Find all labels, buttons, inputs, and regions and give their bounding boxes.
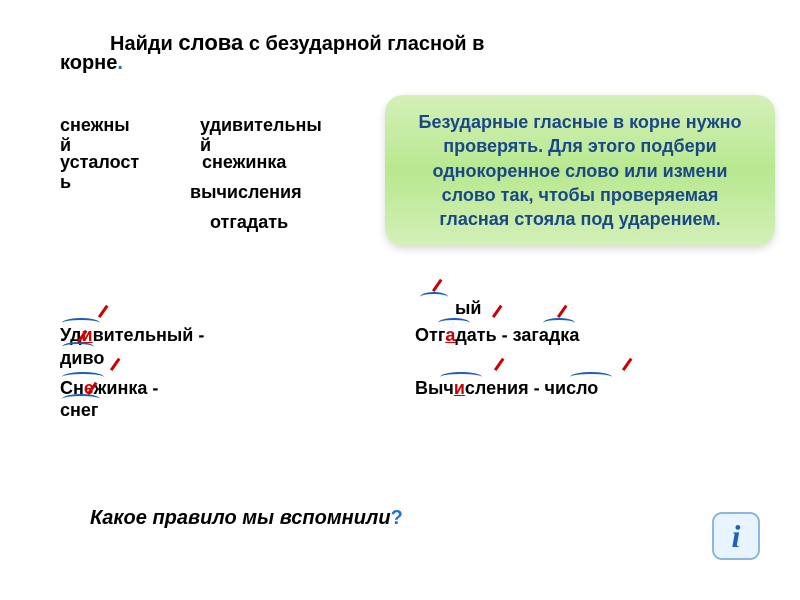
arc-icon [62, 372, 104, 382]
question-body: Какое правило мы вспомнили [90, 507, 391, 529]
stress-mark-icon [110, 358, 120, 371]
arc-icon [543, 318, 575, 328]
stress-mark-icon [622, 358, 632, 371]
title-slova: слова [178, 30, 243, 55]
question-mark: ? [391, 507, 403, 529]
word-udivitelny: удивительны [200, 115, 322, 136]
arc-icon [570, 372, 612, 382]
ans3-pre: Отг [415, 325, 445, 345]
arc-icon [62, 394, 100, 404]
ans1-post: вительный - [93, 325, 205, 345]
title-korne: корне [60, 52, 117, 74]
arc-icon [438, 318, 470, 328]
title-part2: с безударной гласной в [243, 33, 484, 55]
rule-text: Безударные гласные в корне нужно проверя… [405, 110, 755, 231]
word-ustalost: усталост [60, 152, 139, 173]
arc-icon [62, 318, 100, 328]
word-snezhinka: снежинка [202, 152, 286, 173]
word-snezhny: снежны [60, 115, 130, 136]
arc-icon [62, 342, 94, 352]
arc-icon [420, 292, 448, 302]
slide-title: Найди слова с безударной гласной в [110, 30, 484, 56]
question-text: Какое правило мы вспомнили? [90, 507, 403, 530]
word-otgadat: отгадать [210, 212, 288, 233]
ans3-post: дать - загадка [455, 325, 579, 345]
word-vychisleniya: вычисления [190, 182, 302, 203]
stress-mark-icon [98, 305, 108, 318]
word-ustalost-end: ь [60, 172, 71, 193]
stress-mark-icon [494, 358, 504, 371]
stress-mark-icon [557, 305, 567, 318]
stress-mark-icon [492, 305, 502, 318]
stress-mark-icon [432, 279, 442, 292]
rule-info-box: Безударные гласные в корне нужно проверя… [385, 95, 775, 246]
answer-fragment-yy: ый [455, 298, 481, 319]
info-icon: i [732, 518, 741, 555]
answer-otgadat: Отгадать - загадка [415, 325, 579, 346]
arc-icon [440, 372, 482, 382]
ans3-red: а [445, 325, 455, 345]
title-korne-line: корне. [60, 52, 123, 75]
title-period: . [117, 52, 123, 74]
info-button[interactable]: i [712, 512, 760, 560]
